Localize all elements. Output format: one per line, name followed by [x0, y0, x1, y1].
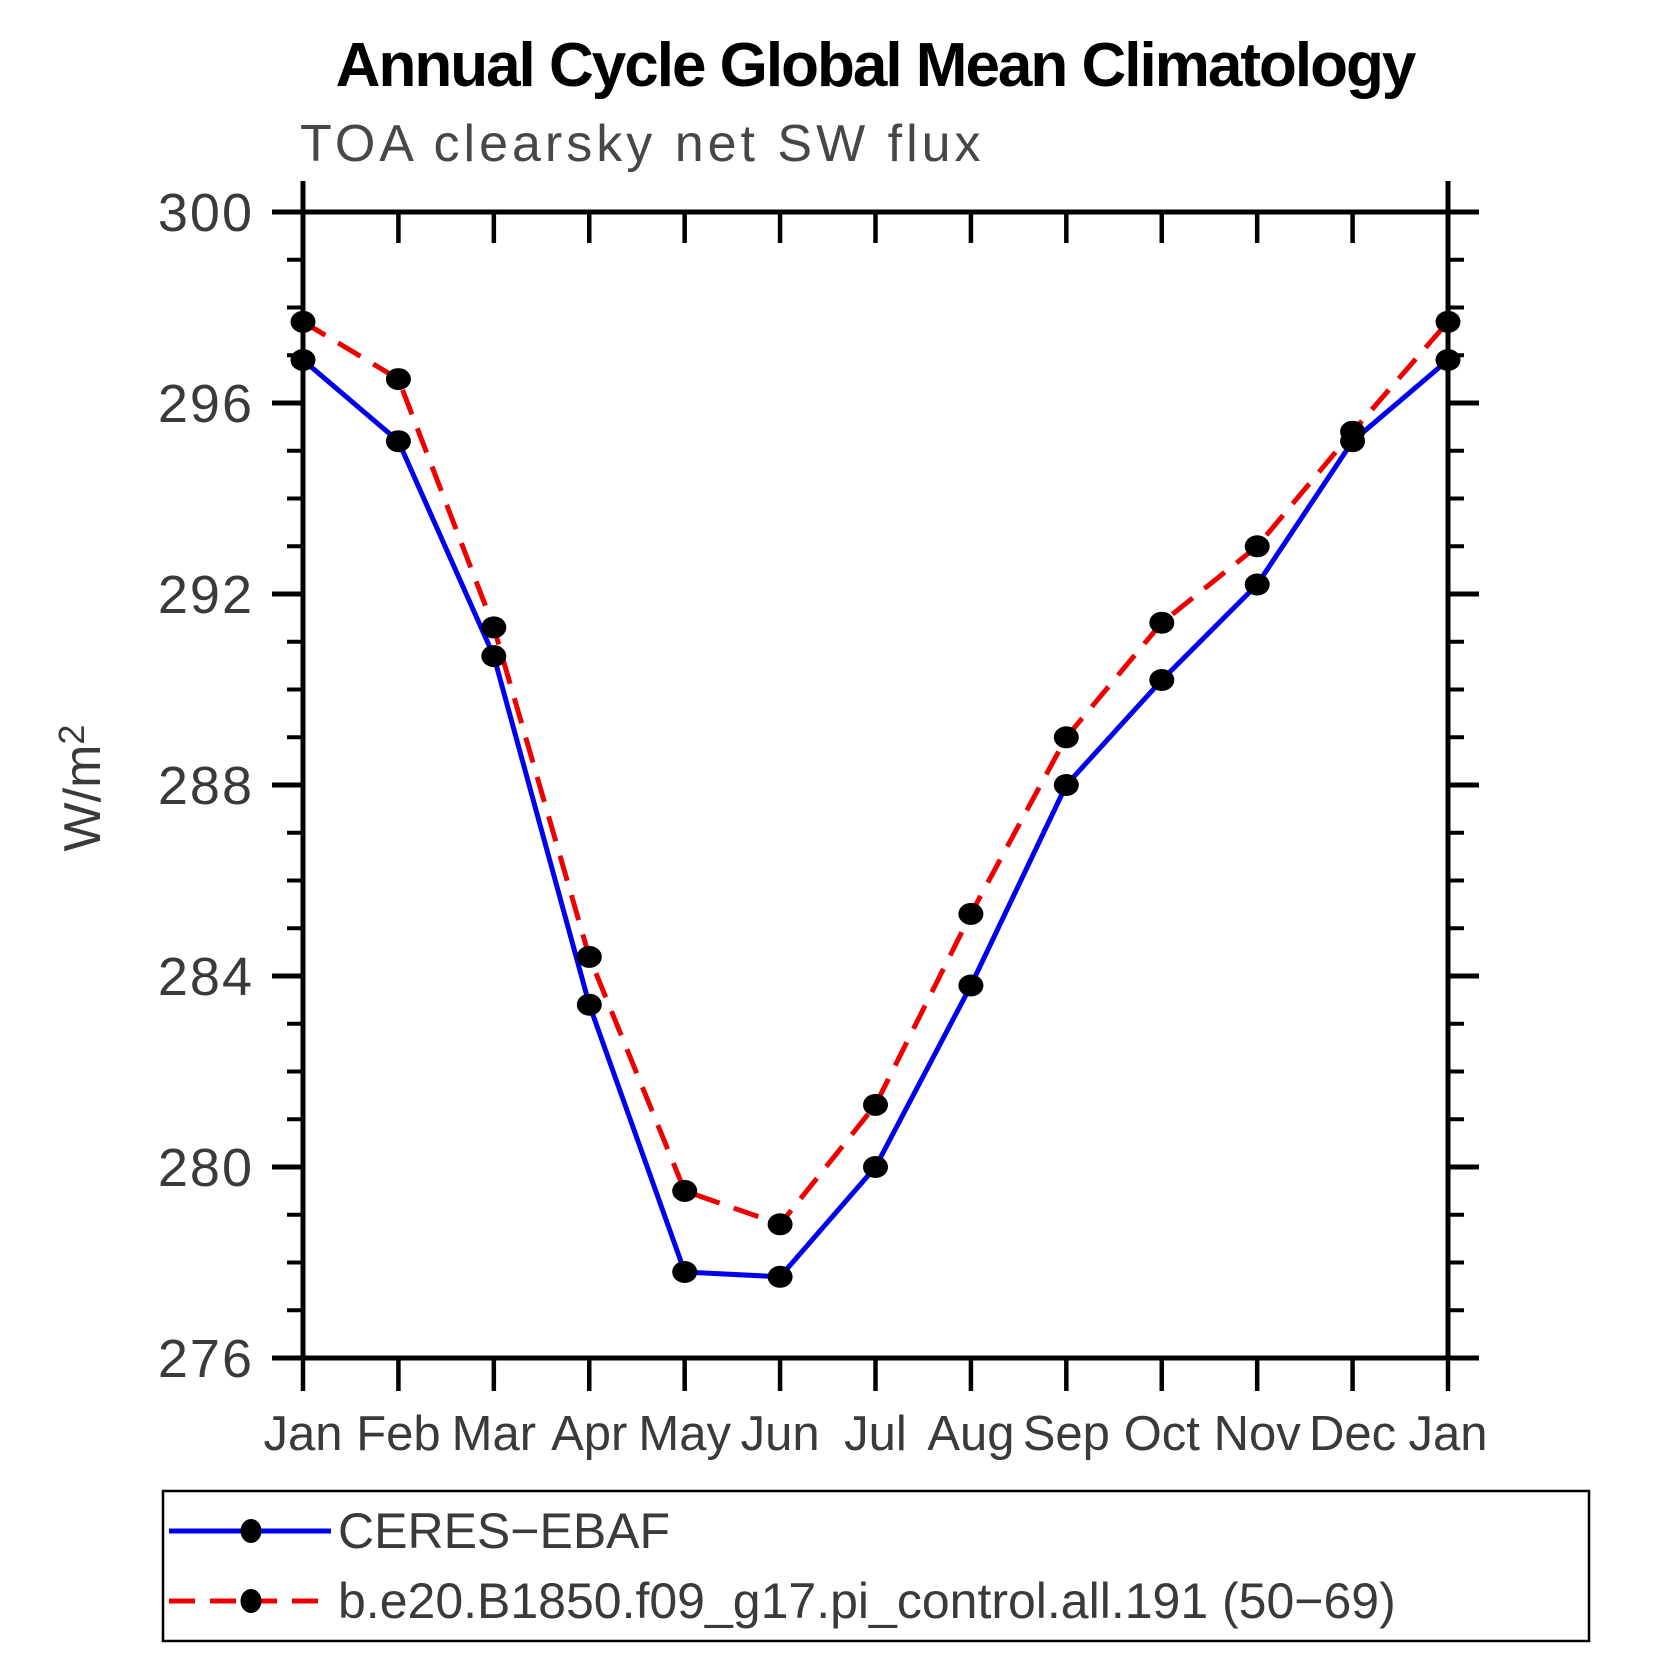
x-tick-label: Jan [1408, 1407, 1487, 1461]
data-point [958, 902, 984, 925]
legend-markers [169, 1519, 331, 1613]
data-point [1149, 611, 1175, 634]
chart-title: Annual Cycle Global Mean Climatology [336, 31, 1417, 100]
x-tick-label: May [638, 1407, 731, 1461]
data-point [863, 1093, 888, 1116]
data-point [1244, 573, 1270, 596]
y-tick-label: 292 [158, 565, 254, 625]
data-point [1435, 310, 1461, 333]
data-point [290, 310, 316, 333]
plot-frame [300, 209, 1451, 1361]
x-tick-label: Jun [741, 1407, 820, 1461]
data-point [1340, 420, 1366, 443]
x-tick-label: Jan [263, 1407, 342, 1461]
x-tick-label: Dec [1309, 1407, 1396, 1461]
y-tick-label: 300 [158, 183, 254, 243]
y-tick-label: 276 [158, 1329, 254, 1389]
y-axis-title: W/m2 [51, 725, 112, 852]
y-tick-label: 288 [158, 756, 254, 816]
x-tick-label: Nov [1214, 1407, 1302, 1461]
plot-axes: 276 280 284 288 292 296 300 Jan Feb Mar Apr May Jun J… [158, 181, 1488, 1461]
data-point [1149, 669, 1175, 691]
legend-marker-dot-1 [240, 1589, 262, 1613]
y-axis-title-exponent: 2 [51, 725, 92, 745]
x-tick-label: Mar [452, 1407, 536, 1461]
legend: CERES−EBAF b.e20.B1850.f09_g17.pi_contro… [161, 1489, 1591, 1643]
data-point [672, 1261, 698, 1283]
data-point [1435, 349, 1461, 371]
series-line-0 [301, 358, 1450, 1280]
data-point [481, 645, 507, 668]
plot-markers [290, 310, 1461, 1288]
data-point [767, 1265, 793, 1288]
data-point [958, 974, 984, 997]
data-point [385, 430, 411, 453]
chart-subtitle: TOA clearsky net SW flux [300, 115, 985, 173]
legend-box [161, 1489, 1591, 1643]
data-point [576, 993, 602, 1016]
legend-label-model-run: b.e20.B1850.f09_g17.pi_control.all.191 (… [338, 1573, 1396, 1629]
y-tick-label: 296 [158, 374, 254, 434]
x-tick-label: Sep [1023, 1407, 1110, 1461]
data-point [1244, 535, 1270, 558]
data-point [481, 616, 507, 639]
x-tick-label: Oct [1124, 1407, 1201, 1461]
data-point [290, 349, 316, 371]
legend-label-ceres-ebaf: CERES−EBAF [338, 1503, 670, 1559]
x-tick-label: Feb [356, 1407, 440, 1461]
x-tick-label: Apr [551, 1407, 627, 1461]
legend-marker-dot-0 [240, 1519, 262, 1543]
y-tick-label: 284 [158, 947, 254, 1007]
x-tick-label: Aug [927, 1407, 1014, 1461]
data-point [767, 1213, 793, 1236]
y-axis-title-base: W/m [54, 745, 112, 852]
data-point [863, 1156, 888, 1178]
series-line-1 [301, 319, 1450, 1227]
y-tick-label: 280 [158, 1138, 254, 1198]
plot-series [301, 319, 1450, 1280]
data-point [1053, 774, 1079, 796]
data-point [672, 1179, 698, 1202]
x-tick-label: Jul [844, 1407, 907, 1461]
data-point [576, 945, 602, 968]
data-point [385, 368, 411, 391]
data-point [1053, 726, 1079, 749]
